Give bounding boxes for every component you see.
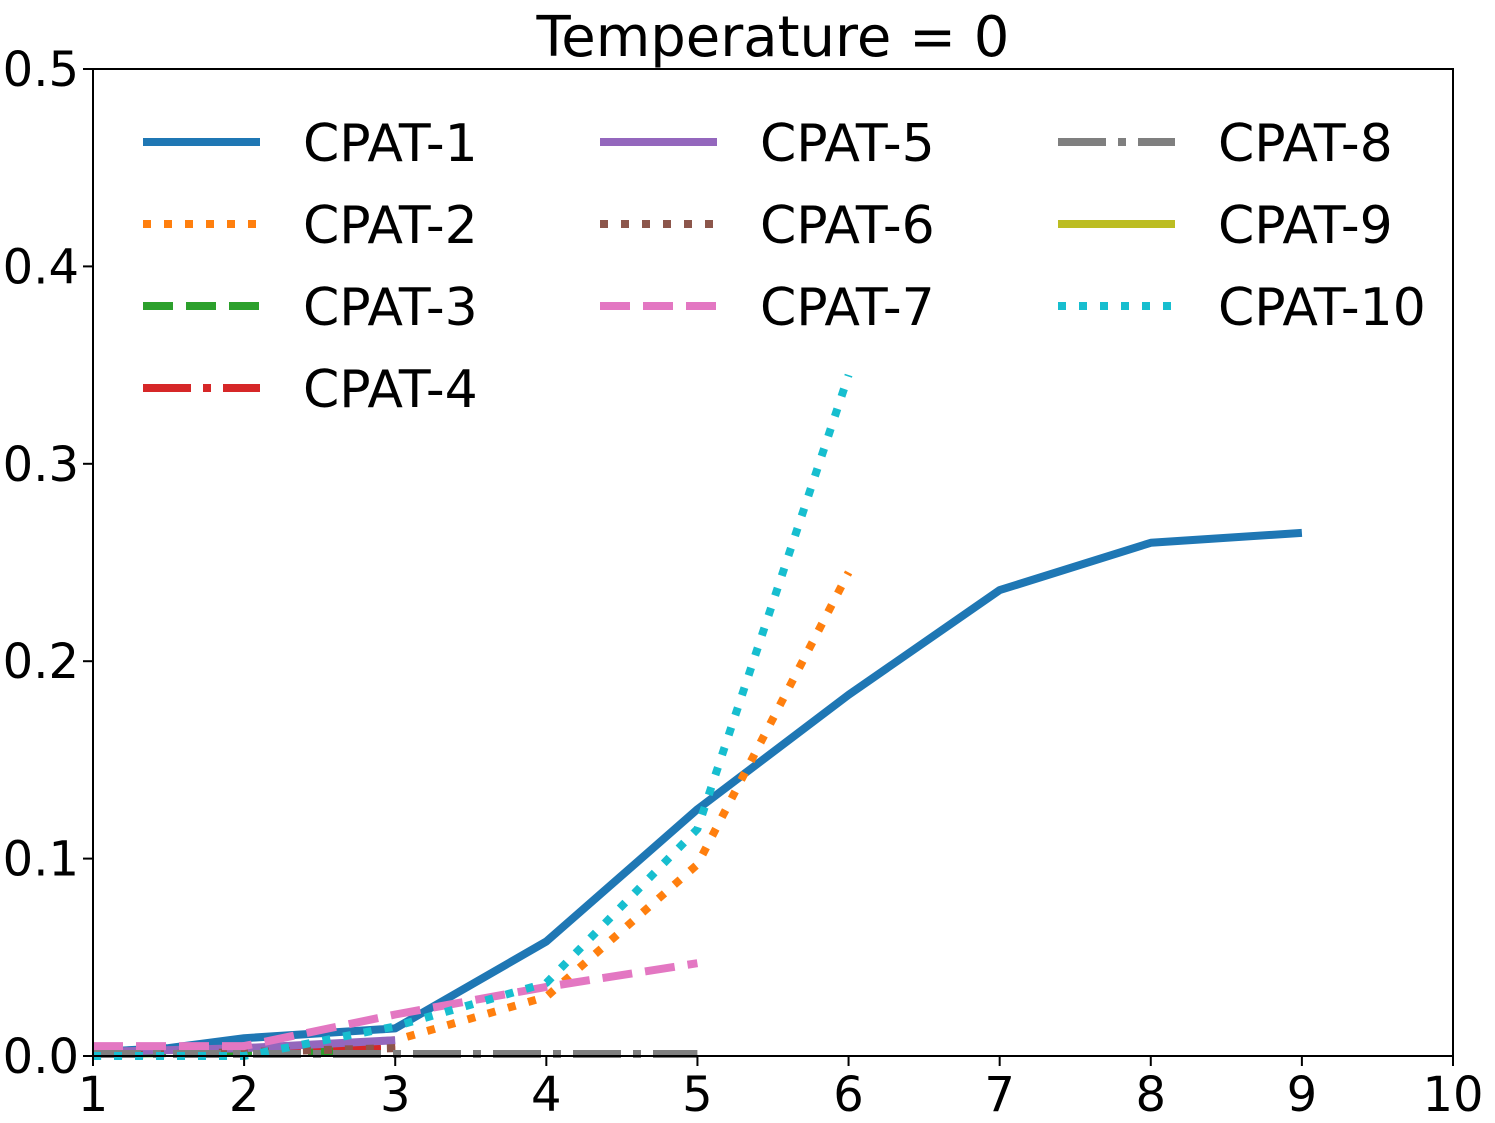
x-tick-label: 2 (229, 1067, 260, 1123)
x-tick-label: 5 (682, 1067, 713, 1123)
series-line-2 (92, 570, 853, 1060)
series-line-4 (92, 1042, 396, 1058)
x-tick-label: 1 (78, 1067, 109, 1123)
series-line-1 (92, 528, 1303, 1057)
y-tick-label: 0.0 (3, 1029, 79, 1085)
x-tick-label: 4 (531, 1067, 562, 1123)
y-tick-label: 0.3 (3, 437, 79, 493)
legend-label-5: CPAT-5 (760, 114, 935, 174)
series-line-7 (93, 959, 699, 1051)
x-tick-label: 3 (380, 1067, 411, 1123)
x-tick-label: 7 (984, 1067, 1015, 1123)
plot-frame (92, 68, 1454, 1057)
x-axis: 1 2 3 4 5 6 7 8 9 10 (78, 1056, 1484, 1123)
legend-label-6: CPAT-6 (760, 196, 935, 256)
legend-label-1: CPAT-1 (303, 114, 478, 174)
y-tick-label: 0.2 (3, 634, 79, 690)
legend: CPAT-1 CPAT-2 CPAT-3 CPAT-4 CPAT-5 CPAT-6 CPAT… (143, 114, 1426, 420)
legend-label-10: CPAT-10 (1218, 278, 1426, 338)
y-tick-label: 0.4 (3, 239, 79, 295)
x-tick-label: 6 (833, 1067, 864, 1123)
x-tick-label: 9 (1287, 1067, 1318, 1123)
x-tick-label: 8 (1136, 1067, 1167, 1123)
chart-title: Temperature = 0 (536, 5, 1010, 70)
legend-label-3: CPAT-3 (303, 278, 478, 338)
legend-label-7: CPAT-7 (760, 278, 935, 338)
legend-label-9: CPAT-9 (1218, 196, 1393, 256)
series-line-10 (93, 373, 853, 1060)
y-tick-label: 0.5 (3, 42, 79, 98)
legend-label-2: CPAT-2 (303, 196, 478, 256)
legend-label-8: CPAT-8 (1218, 114, 1393, 174)
x-tick-label: 10 (1422, 1067, 1483, 1123)
legend-label-4: CPAT-4 (303, 360, 478, 420)
y-tick-label: 0.1 (3, 832, 79, 888)
y-axis: 0.0 0.1 0.2 0.3 0.4 0.5 (3, 42, 93, 1085)
plot-lines (92, 373, 1303, 1060)
